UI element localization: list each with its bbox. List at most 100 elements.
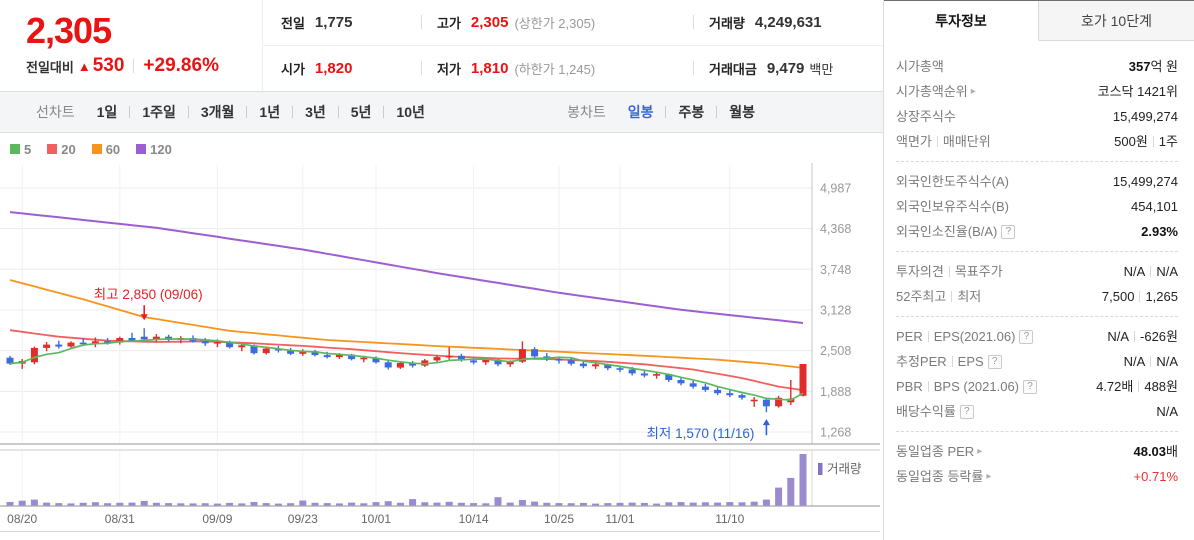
info-row-label: 52주최고 최저: [896, 284, 981, 309]
legend-label: 5: [24, 141, 32, 157]
divider: [1150, 266, 1152, 277]
period-tab[interactable]: 1년: [259, 104, 281, 120]
section-divider: [896, 161, 1178, 162]
value-traded-cell: 거래대금 9,479 백만: [675, 59, 883, 78]
text-segment: 투자의견: [896, 264, 944, 279]
period-tab[interactable]: 3개월: [200, 104, 235, 120]
period-tab[interactable]: 3년: [305, 104, 326, 120]
text-segment: N/A: [1156, 404, 1178, 419]
info-row-value: N/A: [1156, 399, 1178, 424]
text-segment: 500원: [1114, 134, 1148, 149]
divider: [246, 106, 248, 118]
summary-row-2: 시가 1,820 저가 1,810 (하한가 1,245) 거래대금 9,479…: [263, 46, 883, 92]
info-row-label: 배당수익률?: [896, 399, 974, 424]
info-row-value: 15,499,274: [1113, 104, 1178, 129]
text-segment: 매매단위: [942, 134, 991, 149]
section-divider: [896, 431, 1178, 432]
info-row: 시가총액순위 ▸ 코스닥 1421위: [896, 79, 1178, 104]
lower-limit-note: (하한가 1,245): [514, 61, 596, 77]
divider: [383, 106, 385, 118]
info-row-value: 15,499,274: [1113, 169, 1178, 194]
high-cell: 고가 2,305 (상한가 2,305): [403, 13, 675, 32]
text-segment: 외국인소진율(B/A): [896, 224, 998, 239]
info-row-value: 7,500 1,265: [1102, 284, 1178, 309]
text-segment: 배당수익률: [896, 404, 956, 419]
info-row-label-link[interactable]: 시가총액순위 ▸: [896, 79, 976, 104]
info-row-value: 48.03 배: [1133, 439, 1178, 464]
legend-swatch-icon: [136, 144, 147, 154]
text-segment: 488원: [1144, 379, 1178, 394]
info-row-label: 추정PER EPS?: [896, 349, 1002, 374]
help-icon[interactable]: ?: [1019, 329, 1034, 344]
divider: [1152, 136, 1154, 147]
text-segment: 코스닥 1421위: [1097, 84, 1178, 99]
candle-period-tab[interactable]: 월봉: [729, 104, 755, 120]
svg-text:10/14: 10/14: [459, 512, 489, 526]
candle-period-tab[interactable]: 주봉: [678, 104, 705, 120]
tab-investor-info[interactable]: 투자정보: [884, 1, 1039, 41]
candle-chart-tabs: 봉차트 일봉 주봉 월봉: [567, 102, 767, 122]
help-icon[interactable]: ?: [1023, 379, 1038, 394]
period-tab[interactable]: 1일: [96, 104, 118, 120]
info-row-label: 외국인보유주식수(B): [896, 194, 1009, 219]
link-arrow-icon: ▸: [986, 471, 992, 482]
text-segment: 동일업종 PER: [896, 444, 975, 459]
info-row-label-link[interactable]: 동일업종 등락률 ▸: [896, 464, 991, 489]
text-segment: +0.71%: [1133, 469, 1178, 484]
period-tab[interactable]: 10년: [396, 104, 425, 120]
value-traded-label: 거래대금: [709, 61, 757, 77]
text-segment: 배: [1166, 444, 1178, 459]
prev-close-cell: 전일 1,775: [263, 13, 403, 32]
current-price: 2,305: [26, 10, 112, 51]
help-icon[interactable]: ?: [1001, 224, 1016, 239]
info-row-label-link[interactable]: 동일업종 PER ▸: [896, 439, 982, 464]
candle-period-tab[interactable]: 일봉: [627, 104, 654, 120]
info-row-value: 357 억 원: [1129, 54, 1178, 79]
divider: [292, 106, 294, 118]
period-tab[interactable]: 5년: [350, 104, 372, 120]
upper-limit-note: (상한가 2,305): [514, 15, 596, 31]
divider: [936, 136, 938, 147]
open-cell: 시가 1,820: [263, 59, 403, 78]
svg-text:08/20: 08/20: [7, 512, 37, 526]
section-divider: [896, 251, 1178, 252]
info-row-label: 상장주식수: [896, 104, 956, 129]
change-label: 전일대비: [26, 59, 74, 75]
info-row: 52주최고 최저 7,500 1,265: [896, 284, 1178, 309]
text-segment: BPS (2021.06): [933, 379, 1020, 394]
open-label: 시가: [281, 61, 305, 77]
low-value: 1,810: [470, 59, 509, 77]
tab-order-book[interactable]: 호가 10단계: [1039, 1, 1194, 40]
text-segment: N/A: [1107, 329, 1130, 344]
text-segment: 48.03: [1133, 444, 1167, 459]
info-row-value: 454,101: [1131, 194, 1178, 219]
value-traded-unit: 백만: [809, 61, 834, 77]
text-segment: 1,265: [1145, 289, 1178, 304]
divider: [927, 381, 929, 392]
help-icon[interactable]: ?: [959, 404, 974, 419]
info-row: 액면가 매매단위 500원 1주: [896, 129, 1178, 154]
info-row: 투자의견 목표주가 N/A N/A: [896, 259, 1178, 284]
divider: [129, 106, 131, 118]
info-row-label: 시가총액: [896, 54, 944, 79]
chart-toolbar: 선차트 1일 1주일 3개월 1년 3년 5년 10년 봉차트 일봉 주봉 월봉: [0, 91, 883, 133]
section-divider: [896, 316, 1178, 317]
info-row-value: 코스닥 1421위: [1098, 79, 1178, 104]
divider: [1139, 291, 1141, 302]
text-segment: 상장주식수: [896, 109, 956, 124]
info-row: 외국인소진율(B/A)? 2.93%: [896, 219, 1178, 244]
info-row-value: N/A N/A: [1124, 349, 1178, 374]
up-triangle-icon: ▲: [77, 58, 91, 74]
text-segment: PBR: [896, 379, 923, 394]
text-segment: EPS: [957, 354, 984, 369]
text-segment: 15,499,274: [1112, 109, 1178, 124]
chart-column: 2,305 전일대비 ▲ 530 +29.86% 전일 1,775: [0, 0, 884, 540]
period-tab[interactable]: 1주일: [142, 104, 176, 120]
info-row-label: PER EPS(2021.06)?: [896, 324, 1034, 349]
divider: [421, 15, 422, 30]
stock-candlestick-chart[interactable]: 4,987 4,368 3,748 3,128 2,508 1,888 1,268 최고 2,…: [0, 157, 883, 537]
divider: [951, 356, 953, 367]
help-icon[interactable]: ?: [987, 354, 1002, 369]
current-price-block: 2,305 전일대비 ▲ 530 +29.86%: [0, 0, 263, 91]
